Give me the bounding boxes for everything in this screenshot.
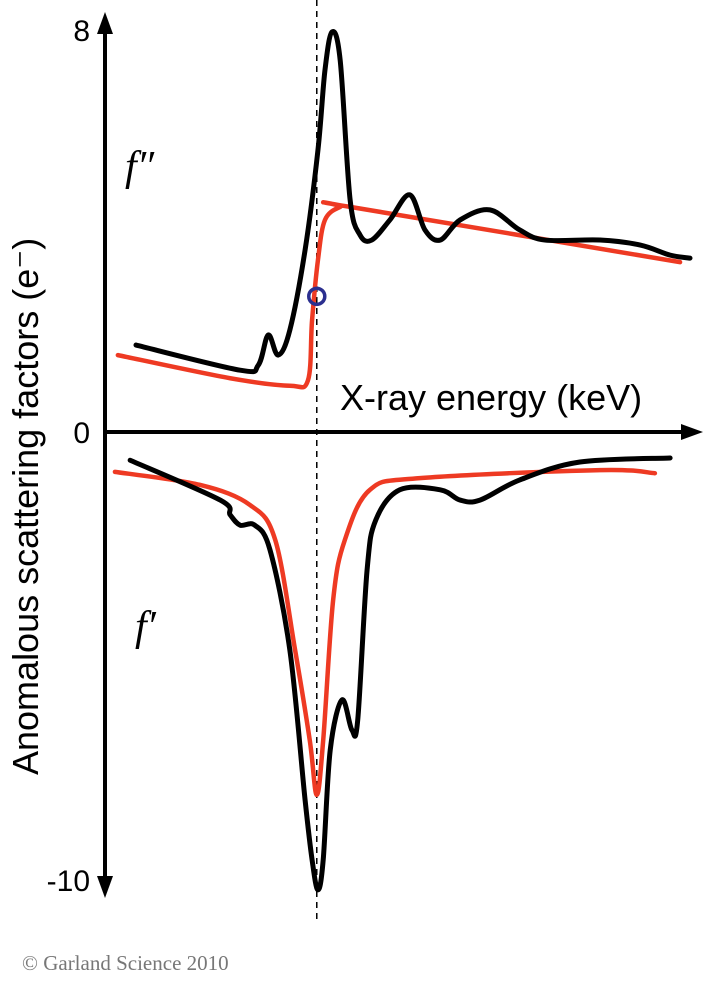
series-line-f1-theoretical [112,467,658,798]
y-tick-label-0: 0 [73,417,90,450]
y-axis-arrow-down [97,876,113,898]
copyright-notice: © Garland Science 2010 [22,951,229,975]
series-line-f2-theoretical [115,200,683,390]
f-prime-label: f′ [135,604,157,650]
x-axis-arrow [681,424,703,440]
inflection-point-marker [307,286,327,307]
f-double-prime-label: f″ [125,144,155,190]
series-line-f2-measured [133,29,693,375]
x-axis-label: X-ray energy (keV) [340,377,642,418]
y-axis-arrow-up [97,12,113,34]
series-line-f1-measured [127,455,673,893]
y-tick-label-minus-10: -10 [47,865,90,898]
y-axis-label: Anomalous scattering factors (e⁻) [5,238,46,775]
y-tick-label-8: 8 [73,15,90,48]
